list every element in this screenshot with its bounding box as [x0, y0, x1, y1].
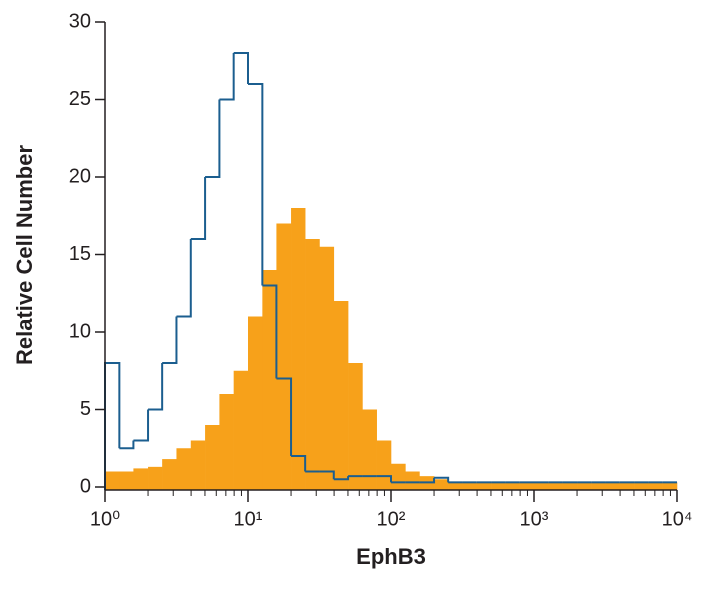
histogram-bar: [391, 463, 406, 490]
histogram-bar: [348, 363, 363, 490]
histogram-bar: [605, 482, 621, 490]
histogram-bar: [405, 471, 420, 490]
histogram-bar: [476, 482, 492, 490]
x-tick-label: 10²: [377, 508, 406, 530]
histogram-bar: [248, 316, 263, 490]
histogram-bar: [148, 466, 163, 490]
histogram-step: [219, 53, 235, 101]
x-tick-label: 10¹: [234, 508, 263, 530]
histogram-bar: [262, 270, 277, 490]
histogram-step: [104, 362, 121, 490]
y-tick-label: 5: [80, 398, 91, 420]
x-tick-label: 10⁴: [662, 508, 693, 530]
histogram-step: [419, 477, 436, 484]
histogram-bar: [376, 440, 392, 490]
histogram-bar: [176, 448, 192, 490]
histogram-bar: [162, 459, 177, 490]
histogram-step: [162, 316, 178, 364]
histogram-bar: [362, 409, 377, 490]
y-axis-title: Relative Cell Number: [12, 145, 37, 366]
x-axis-title: EphB3: [356, 544, 426, 569]
histogram-step: [248, 83, 264, 286]
histogram-bar: [519, 482, 535, 490]
histogram-bar: [577, 482, 592, 490]
y-tick-label: 25: [69, 88, 91, 110]
y-tick-label: 20: [69, 165, 91, 187]
histogram-bar: [305, 239, 320, 490]
histogram-bar: [634, 482, 649, 490]
histogram-bar: [291, 208, 306, 490]
histogram-bar: [205, 425, 220, 490]
histogram-step: [276, 377, 293, 456]
y-tick-label: 30: [69, 10, 91, 32]
histogram-bar: [133, 468, 149, 490]
histogram-bar: [448, 482, 463, 490]
histogram-bar: [662, 482, 678, 490]
histogram-bar: [190, 440, 206, 490]
histogram-bar: [548, 482, 563, 490]
histogram-bar: [333, 301, 349, 490]
histogram-step: [262, 284, 278, 379]
histogram-bar: [619, 482, 635, 490]
histogram-step: [434, 476, 450, 483]
y-tick-label: 15: [69, 243, 91, 265]
histogram-step: [291, 455, 307, 472]
histogram-bar: [462, 482, 478, 490]
histogram-step: [376, 475, 392, 483]
histogram-step: [190, 177, 207, 240]
histogram-step: [119, 440, 135, 450]
histogram-bar: [562, 482, 578, 490]
histogram-bar: [233, 370, 249, 490]
histogram-bar: [219, 394, 234, 490]
histogram-bar: [648, 482, 663, 490]
histogram-bar: [534, 482, 549, 490]
histogram-step: [319, 470, 335, 480]
histogram-bar: [491, 482, 506, 490]
histogram-bar: [319, 246, 335, 490]
y-tick-label: 10: [69, 320, 91, 342]
histogram-bar: [434, 479, 449, 490]
histogram-bar: [119, 471, 134, 490]
histogram-step: [233, 52, 249, 84]
histogram-bar: [591, 482, 606, 490]
y-tick-label: 0: [80, 475, 91, 497]
histogram-bar: [276, 223, 292, 490]
histogram-step: [133, 409, 150, 442]
histogram-bar: [505, 482, 520, 490]
histogram-step: [333, 476, 350, 481]
x-tick-label: 10⁰: [90, 508, 120, 530]
histogram-step: [205, 99, 221, 178]
histogram-step: [148, 363, 164, 411]
histogram-bar: [105, 471, 120, 490]
histogram-step: [176, 239, 192, 318]
x-tick-label: 10³: [520, 508, 549, 530]
